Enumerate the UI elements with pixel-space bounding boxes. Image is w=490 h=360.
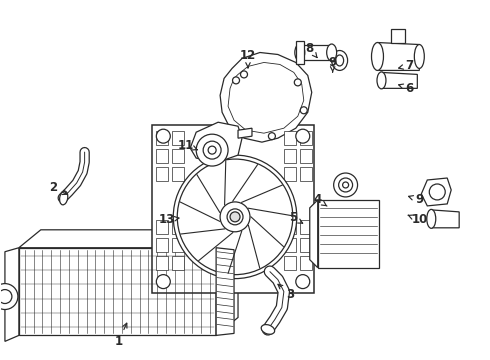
Polygon shape bbox=[421, 178, 451, 206]
Circle shape bbox=[196, 134, 228, 166]
Polygon shape bbox=[300, 167, 312, 181]
Polygon shape bbox=[228, 62, 304, 133]
Circle shape bbox=[173, 155, 297, 279]
Polygon shape bbox=[172, 238, 184, 252]
Circle shape bbox=[0, 284, 18, 310]
Circle shape bbox=[241, 71, 247, 78]
Text: 11: 11 bbox=[178, 139, 197, 152]
Circle shape bbox=[339, 178, 353, 192]
Ellipse shape bbox=[377, 72, 386, 89]
Polygon shape bbox=[300, 238, 312, 252]
Polygon shape bbox=[284, 256, 296, 270]
Text: 4: 4 bbox=[314, 193, 327, 206]
Ellipse shape bbox=[60, 191, 68, 205]
Text: 3: 3 bbox=[278, 284, 294, 301]
Polygon shape bbox=[172, 256, 184, 270]
Polygon shape bbox=[238, 128, 252, 138]
Polygon shape bbox=[382, 72, 417, 88]
Polygon shape bbox=[318, 200, 379, 268]
Polygon shape bbox=[172, 131, 184, 145]
Polygon shape bbox=[152, 125, 314, 293]
Circle shape bbox=[203, 141, 221, 159]
Polygon shape bbox=[284, 167, 296, 181]
Circle shape bbox=[294, 79, 301, 86]
Circle shape bbox=[230, 212, 240, 222]
Polygon shape bbox=[216, 230, 238, 336]
Circle shape bbox=[269, 133, 275, 140]
Circle shape bbox=[156, 275, 171, 289]
Polygon shape bbox=[300, 149, 312, 163]
Circle shape bbox=[296, 129, 310, 143]
Polygon shape bbox=[300, 220, 312, 234]
Polygon shape bbox=[156, 167, 168, 181]
Ellipse shape bbox=[427, 210, 436, 228]
Polygon shape bbox=[284, 149, 296, 163]
Polygon shape bbox=[19, 230, 238, 248]
Text: 5: 5 bbox=[289, 211, 303, 224]
Text: 9: 9 bbox=[328, 56, 337, 72]
Polygon shape bbox=[296, 41, 304, 64]
Polygon shape bbox=[172, 167, 184, 181]
Circle shape bbox=[220, 202, 250, 232]
Polygon shape bbox=[300, 45, 332, 60]
Text: 1: 1 bbox=[115, 323, 127, 348]
Text: 12: 12 bbox=[240, 49, 256, 68]
Circle shape bbox=[227, 209, 243, 225]
Polygon shape bbox=[300, 131, 312, 145]
Ellipse shape bbox=[336, 55, 343, 66]
Polygon shape bbox=[156, 220, 168, 234]
Polygon shape bbox=[216, 248, 234, 336]
Polygon shape bbox=[156, 238, 168, 252]
Polygon shape bbox=[377, 42, 419, 71]
Text: 7: 7 bbox=[399, 59, 414, 72]
Text: 2: 2 bbox=[49, 181, 67, 194]
Circle shape bbox=[0, 289, 12, 303]
Polygon shape bbox=[284, 220, 296, 234]
Ellipse shape bbox=[327, 44, 337, 61]
Polygon shape bbox=[300, 256, 312, 270]
Circle shape bbox=[334, 173, 358, 197]
Text: 9: 9 bbox=[409, 193, 423, 206]
Polygon shape bbox=[431, 210, 459, 228]
Circle shape bbox=[156, 129, 171, 143]
Circle shape bbox=[296, 275, 310, 289]
Circle shape bbox=[300, 107, 307, 114]
Ellipse shape bbox=[332, 50, 347, 71]
Circle shape bbox=[429, 184, 445, 200]
Ellipse shape bbox=[371, 42, 384, 71]
Polygon shape bbox=[190, 122, 242, 162]
Circle shape bbox=[208, 146, 216, 154]
Circle shape bbox=[177, 159, 293, 275]
Polygon shape bbox=[172, 220, 184, 234]
Text: 8: 8 bbox=[306, 42, 317, 58]
Circle shape bbox=[343, 182, 348, 188]
Polygon shape bbox=[310, 200, 318, 268]
Circle shape bbox=[233, 77, 240, 84]
Text: 6: 6 bbox=[399, 82, 414, 95]
Ellipse shape bbox=[261, 325, 274, 334]
Polygon shape bbox=[284, 238, 296, 252]
Polygon shape bbox=[172, 149, 184, 163]
Polygon shape bbox=[5, 248, 19, 341]
Text: 13: 13 bbox=[159, 213, 179, 226]
Ellipse shape bbox=[295, 44, 305, 61]
Polygon shape bbox=[392, 28, 405, 42]
Text: 10: 10 bbox=[408, 213, 427, 226]
Polygon shape bbox=[19, 248, 216, 336]
Polygon shape bbox=[284, 131, 296, 145]
Ellipse shape bbox=[415, 45, 424, 68]
Polygon shape bbox=[156, 256, 168, 270]
Polygon shape bbox=[156, 131, 168, 145]
Polygon shape bbox=[220, 53, 312, 142]
Polygon shape bbox=[156, 149, 168, 163]
